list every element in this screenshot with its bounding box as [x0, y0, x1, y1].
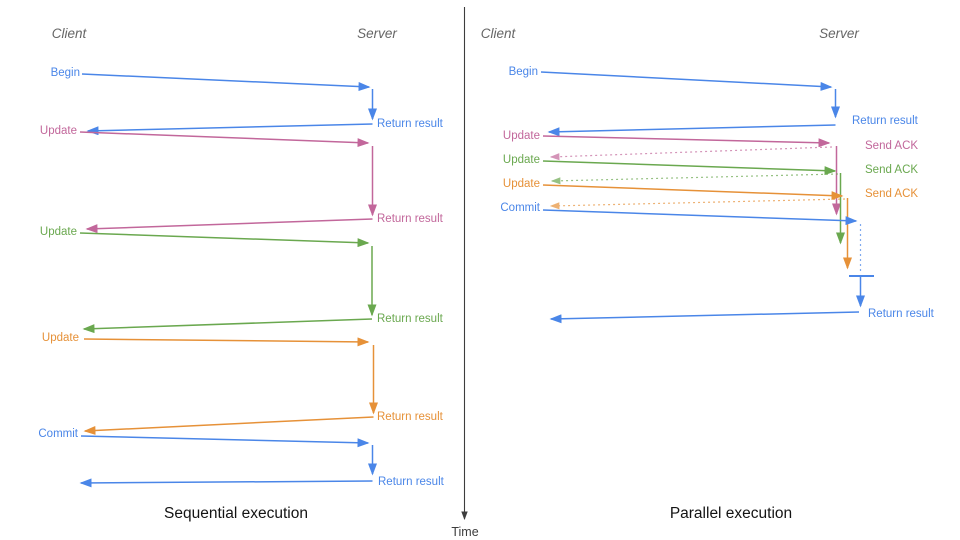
- par-update-2-request-arrow: [542, 160, 837, 176]
- seq-commit-label: Commit: [38, 428, 78, 440]
- time-axis: Time: [451, 7, 479, 539]
- seq-return-5-arrow: [79, 478, 373, 488]
- seq-server-header: Server: [357, 26, 397, 41]
- seq-return-result-1-label: Return result: [377, 118, 444, 130]
- par-begin-label: Begin: [509, 66, 538, 78]
- par-update-1-request-arrow: [542, 135, 831, 148]
- par-ack-1-dotted-arrow: [549, 146, 833, 161]
- time-axis-label: Time: [451, 525, 478, 539]
- par-return-result-1-label: Return result: [852, 115, 919, 127]
- seq-update-1-label: Update: [40, 125, 77, 137]
- par-update-3-request-arrow: [542, 184, 844, 201]
- par-return-1-arrow: [547, 124, 836, 137]
- par-update-3-label: Update: [503, 178, 540, 190]
- seq-update-3-label: Update: [42, 332, 79, 344]
- par-server-header: Server: [819, 26, 859, 41]
- par-send-ack-1-label: Send ACK: [865, 140, 918, 152]
- par-send-ack-2-label: Send ACK: [865, 164, 918, 176]
- seq-update-3-request-arrow: [83, 337, 370, 347]
- seq-client-header: Client: [52, 26, 88, 41]
- par-caption: Parallel execution: [670, 505, 792, 522]
- seq-return-result-3-label: Return result: [377, 313, 444, 325]
- par-return-2-arrow: [549, 311, 860, 324]
- par-ack-3-dotted-arrow: [549, 198, 846, 210]
- par-update-1-label: Update: [503, 130, 540, 142]
- seq-return-result-2-label: Return result: [377, 213, 444, 225]
- seq-caption: Sequential execution: [164, 505, 308, 522]
- seq-return-result-4-label: Return result: [377, 411, 444, 423]
- seq-return-result-5-label: Return result: [378, 476, 445, 488]
- seq-update-1-request-arrow: [79, 131, 370, 148]
- seq-commit-request-arrow: [80, 435, 370, 448]
- par-send-ack-3-label: Send ACK: [865, 188, 918, 200]
- seq-return-4-arrow: [83, 416, 374, 435]
- seq-return-1-arrow: [86, 123, 373, 136]
- par-update-2-label: Update: [503, 154, 540, 166]
- seq-begin-label: Begin: [51, 67, 80, 79]
- seq-return-3-arrow: [82, 318, 373, 334]
- par-return-result-2-label: Return result: [868, 308, 935, 320]
- sequential-diagram: Client Server Begin Return result Update…: [38, 26, 444, 522]
- seq-update-2-label: Update: [40, 226, 77, 238]
- parallel-diagram: Client Server Begin Return result Update…: [481, 26, 935, 522]
- par-commit-label: Commit: [500, 202, 540, 214]
- par-commit-request-arrow: [542, 209, 858, 226]
- par-client-header: Client: [481, 26, 517, 41]
- par-ack-2-dotted-arrow: [550, 173, 839, 185]
- seq-update-2-request-arrow: [79, 232, 370, 248]
- seq-begin-request-arrow: [81, 73, 371, 92]
- seq-return-2-arrow: [85, 218, 373, 234]
- par-begin-request-arrow: [540, 71, 833, 91]
